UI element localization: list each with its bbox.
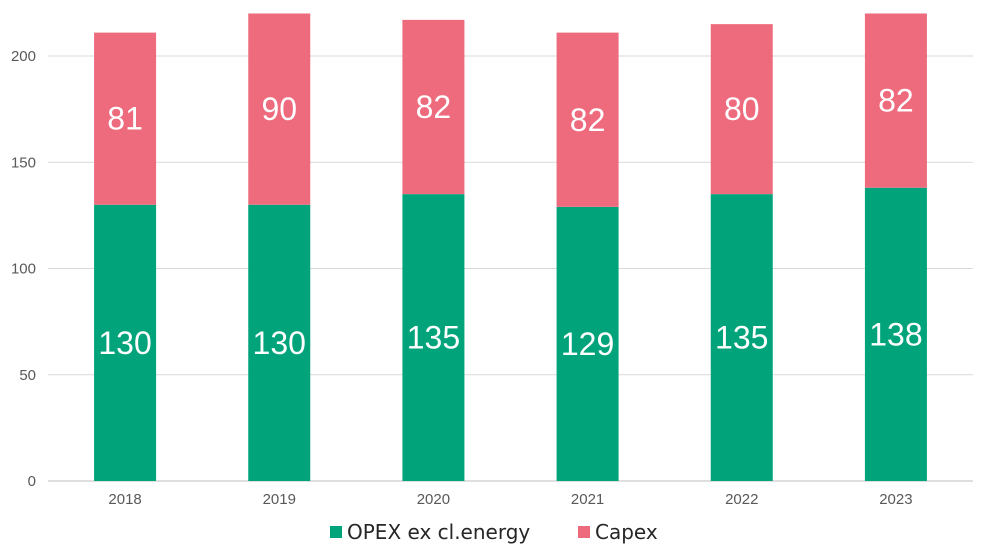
- data-label: 130: [98, 325, 151, 361]
- legend-swatch-capex: [578, 526, 590, 538]
- data-label: 138: [869, 316, 922, 352]
- data-label: 90: [261, 91, 297, 127]
- bar-capex-2020: [402, 19, 465, 195]
- bar-opex-2023: [864, 187, 927, 481]
- legend-label-capex: Capex: [595, 520, 658, 544]
- y-tick-label: 150: [11, 154, 36, 171]
- bar-capex-2019: [248, 13, 311, 205]
- bar-opex-2018: [94, 204, 157, 481]
- legend-label-opex: OPEX ex cl.energy: [347, 520, 530, 544]
- bar-capex-2023: [864, 13, 927, 188]
- x-tick-label: 2023: [879, 491, 912, 508]
- data-label: 135: [715, 320, 768, 356]
- x-tick-label: 2020: [417, 491, 450, 508]
- x-tick-label: 2022: [725, 491, 758, 508]
- bar-opex-2022: [710, 194, 773, 481]
- y-tick-label: 0: [28, 473, 36, 490]
- data-label: 80: [724, 91, 760, 127]
- y-tick-label: 200: [11, 48, 36, 65]
- x-tick-label: 2019: [263, 491, 296, 508]
- bar-capex-2022: [710, 24, 773, 195]
- y-tick-label: 100: [11, 261, 36, 278]
- data-label: 82: [416, 89, 452, 125]
- data-label: 82: [570, 102, 606, 138]
- data-labels: 130 81 130 90 135 82 129 82 135 80 138 82: [98, 83, 922, 362]
- data-label: 82: [878, 83, 914, 119]
- bar-capex-2021: [556, 32, 619, 207]
- y-axis-tick-labels: 0 50 100 150 200: [11, 48, 36, 490]
- bar-opex-2021: [556, 206, 619, 481]
- data-label: 135: [407, 320, 460, 356]
- bars: [94, 13, 927, 481]
- data-label: 81: [107, 101, 143, 137]
- bar-opex-2019: [248, 204, 311, 481]
- x-axis-tick-labels: 2018 2019 2020 2021 2022 2023: [108, 491, 912, 508]
- gridlines: [48, 55, 973, 482]
- x-tick-label: 2021: [571, 491, 604, 508]
- legend: OPEX ex cl.energy Capex: [330, 520, 658, 544]
- bar-opex-2020: [402, 194, 465, 481]
- x-tick-label: 2018: [108, 491, 141, 508]
- bar-capex-2018: [94, 32, 157, 205]
- data-label: 129: [561, 326, 614, 362]
- data-label: 130: [253, 325, 306, 361]
- legend-swatch-opex: [330, 526, 342, 538]
- y-tick-label: 50: [19, 367, 36, 384]
